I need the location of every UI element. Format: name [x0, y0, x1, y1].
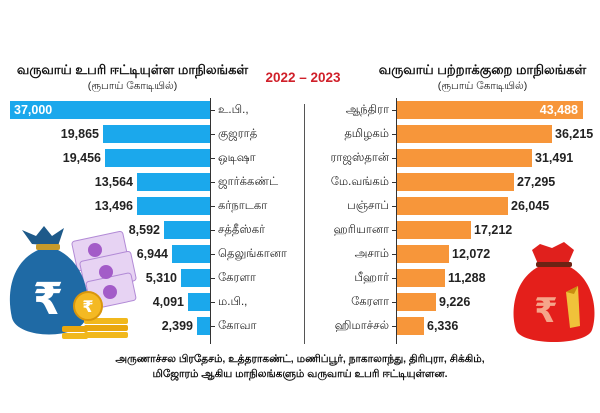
deficit-axis-tick [392, 278, 396, 279]
deficit-axis-tick [392, 206, 396, 207]
center-divider [304, 104, 305, 344]
surplus-value-label: 19,865 [60, 127, 99, 141]
surplus-value-label: 2,399 [161, 319, 193, 333]
surplus-bar [181, 269, 210, 287]
deficit-category-label: பஞ்சாப் [347, 200, 389, 212]
deficit-category-label: தமிழகம் [344, 128, 389, 140]
blue-money-bag-icon: ₹ ₹ [9, 226, 137, 339]
surplus-category-label: ஜார்க்கண்ட் [218, 176, 279, 188]
surplus-bar [164, 221, 210, 239]
deficit-axis-tick [392, 254, 396, 255]
deficit-category-label: அசாம் [354, 248, 389, 260]
deficit-category-label: ஹிமாச்சல் [334, 320, 389, 332]
surplus-category-label: சத்தீஸ்கர் [218, 224, 266, 236]
surplus-category-label: தெலுங்கானா [218, 248, 287, 260]
surplus-axis-tick [211, 206, 215, 207]
deficit-bar [397, 125, 552, 143]
deficit-category-label: கேரளா [351, 296, 389, 308]
deficit-bar [397, 317, 424, 335]
surplus-bar [105, 149, 210, 167]
surplus-chart-title: வருவாய் உபரி ஈட்டியுள்ள மாநிலங்கள் [16, 62, 249, 77]
footnote-line-1: அருணாச்சல பிரதேசம், உத்தராகண்ட், மணிப்பூ… [115, 353, 485, 365]
deficit-chart-title: வருவாய் பற்றாக்குறை மாநிலங்கள் [378, 62, 587, 77]
footnote: அருணாச்சல பிரதேசம், உத்தராகண்ட், மணிப்பூ… [60, 352, 540, 382]
surplus-axis-tick [211, 158, 215, 159]
surplus-category-label: ஒடிஷா [218, 152, 256, 164]
surplus-bar [137, 197, 210, 215]
deficit-chart-subtitle: (ரூபாய் கோடியில்) [437, 80, 528, 92]
surplus-category-label: குஜராத் [218, 128, 258, 140]
deficit-bar [397, 197, 508, 215]
deficit-axis-line [396, 98, 397, 344]
svg-text:₹: ₹ [534, 291, 558, 331]
deficit-value-label: 27,295 [517, 175, 556, 189]
deficit-value-label: 43,488 [539, 103, 578, 117]
deficit-value-label: 9,226 [439, 295, 471, 309]
deficit-bar [397, 149, 532, 167]
surplus-value-label: 13,564 [94, 175, 133, 189]
deficit-axis-tick [392, 326, 396, 327]
surplus-axis-tick [211, 110, 215, 111]
surplus-bar [188, 293, 210, 311]
surplus-category-label: கோவா [218, 320, 257, 332]
deficit-value-label: 31,491 [535, 151, 574, 165]
deficit-axis-tick [392, 182, 396, 183]
surplus-bar [197, 317, 210, 335]
coin-stack-icon: ₹ [62, 291, 128, 339]
surplus-axis-tick [211, 326, 215, 327]
footnote-line-2: மிஜோரம் ஆகிய மாநிலங்களும் வருவாய் உபரி ஈ… [152, 368, 448, 380]
deficit-axis-tick [392, 110, 396, 111]
surplus-axis-tick [211, 254, 215, 255]
deficit-axis-tick [392, 302, 396, 303]
deficit-bar [397, 293, 436, 311]
rupee-notes-icon [71, 230, 137, 310]
surplus-bar [137, 173, 210, 191]
surplus-axis-tick [211, 230, 215, 231]
surplus-value-label: 8,592 [128, 223, 160, 237]
surplus-value-label: 5,310 [145, 271, 177, 285]
surplus-value-label: 19,456 [62, 151, 101, 165]
deficit-bar [397, 245, 449, 263]
deficit-category-label: ராஜஸ்தான் [330, 152, 389, 164]
surplus-value-label: 37,000 [14, 103, 53, 117]
year-label: 2022 – 2023 [265, 70, 341, 85]
surplus-axis-line [210, 98, 211, 344]
deficit-axis-tick [392, 230, 396, 231]
surplus-bar [172, 245, 210, 263]
deficit-value-label: 17,212 [474, 223, 513, 237]
deficit-bar [397, 269, 445, 287]
deficit-category-label: பீஹார் [354, 272, 389, 284]
red-money-bag-icon: ₹ [513, 242, 595, 342]
deficit-value-label: 36,215 [555, 127, 594, 141]
surplus-category-label: கர்நாடகா [218, 200, 268, 212]
deficit-category-label: மே.வங்கம் [330, 176, 389, 188]
deficit-bar [397, 221, 471, 239]
deficit-value-label: 11,288 [448, 271, 486, 285]
surplus-axis-tick [211, 134, 215, 135]
svg-text:₹: ₹ [82, 297, 93, 316]
deficit-bar [397, 101, 583, 119]
surplus-chart-subtitle: (ரூபாய் கோடியில்) [87, 80, 178, 92]
surplus-value-label: 6,944 [136, 247, 168, 261]
surplus-value-label: 4,091 [152, 295, 184, 309]
surplus-bar [103, 125, 210, 143]
deficit-axis-tick [392, 158, 396, 159]
deficit-value-label: 6,336 [427, 319, 459, 333]
deficit-value-label: 12,072 [452, 247, 491, 261]
surplus-value-label: 13,496 [94, 199, 133, 213]
surplus-category-label: கேரளா [218, 272, 256, 284]
deficit-category-label: ஆந்திரா [345, 104, 389, 116]
surplus-axis-tick [211, 278, 215, 279]
deficit-value-label: 26,045 [511, 199, 550, 213]
deficit-category-label: ஹரியானா [333, 224, 389, 236]
surplus-category-label: உ.பி., [218, 104, 249, 116]
deficit-bar [397, 173, 514, 191]
surplus-axis-tick [211, 302, 215, 303]
surplus-axis-tick [211, 182, 215, 183]
svg-text:₹: ₹ [33, 274, 64, 325]
deficit-axis-tick [392, 134, 396, 135]
surplus-bar [10, 101, 210, 119]
surplus-category-label: ம.பி., [218, 296, 248, 308]
